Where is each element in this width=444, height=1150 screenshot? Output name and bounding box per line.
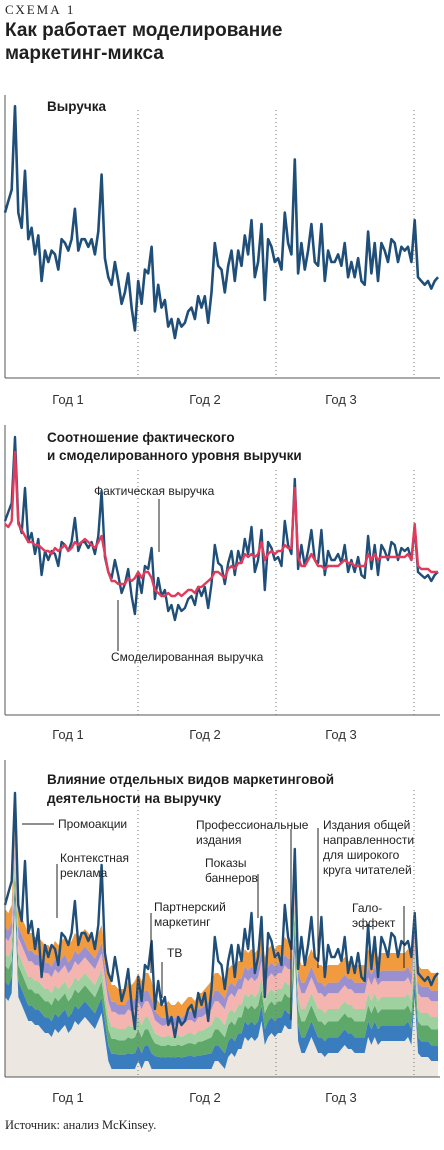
legend-modeled-label: Смоделированная выручка [111, 650, 264, 664]
x-tick-year-3: Год 3 [325, 727, 357, 742]
panel-title-comparison-line-2: и смоделированного уровня выручки [47, 448, 302, 463]
x-tick-year-2: Год 2 [189, 727, 221, 742]
panel-title-comparison-line-1: Соотношение фактического [47, 430, 235, 445]
figure-title: Как работает моделирование маркетинг-мик… [5, 19, 435, 65]
contribution-panel: Влияние отдельных видов маркетинговой де… [3, 760, 440, 1105]
panel-title-contributions-line-2: деятельности на выручку [47, 791, 222, 806]
x-tick-year-1: Год 1 [52, 392, 84, 407]
x-tick-year-3: Год 3 [325, 392, 357, 407]
modeled-revenue-line [4, 450, 438, 598]
figure-title-line-1: Как работает моделирование [5, 20, 283, 41]
annot-tv: ТВ [167, 946, 182, 960]
actual-vs-modeled-panel: Соотношение фактического и смоделированн… [3, 425, 440, 742]
panel-title-revenue: Выручка [47, 99, 106, 114]
panel-title-contributions-line-1: Влияние отдельных видов маркетинговой [47, 772, 334, 787]
annot-banners: Показы баннеров [205, 856, 258, 885]
x-tick-year-2: Год 2 [189, 1090, 221, 1105]
actual-revenue-line [3, 791, 439, 1039]
annot-pro-press: Профессиональные издания [196, 818, 312, 847]
x-tick-year-1: Год 1 [52, 727, 84, 742]
channel-area [5, 813, 438, 1018]
revenue-line [3, 104, 439, 340]
actual-revenue-line [3, 435, 439, 622]
figure-label: СХЕМА 1 [5, 2, 76, 17]
panel-title-contributions: Влияние отдельных видов маркетинговой де… [47, 772, 338, 806]
annot-context-ads: Контекстная реклама [60, 851, 132, 880]
contribution-stack [3, 791, 439, 1077]
baseline-area [5, 901, 438, 1077]
annot-partner: Партнерский маркетинг [154, 900, 229, 929]
figure-title-line-2: маркетинг-микса [5, 43, 164, 64]
source-note: Источник: анализ McKinsey. [5, 1118, 157, 1132]
annot-halo: Гало- эффект [352, 901, 396, 930]
x-tick-year-3: Год 3 [325, 1090, 357, 1105]
legend-actual-label: Фактическая выручка [94, 484, 215, 498]
revenue-panel: Выручка Год 1 Год 2 Год 3 [3, 95, 440, 407]
x-tick-year-2: Год 2 [189, 392, 221, 407]
x-tick-year-1: Год 1 [52, 1090, 84, 1105]
annot-general-press: Издания общей направленности для широког… [323, 818, 417, 877]
panel-title-comparison: Соотношение фактического и смоделированн… [47, 430, 302, 463]
annot-promo: Промоакции [58, 817, 127, 831]
